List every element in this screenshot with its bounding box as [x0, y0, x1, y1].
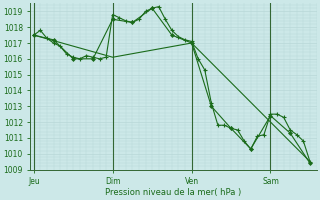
X-axis label: Pression niveau de la mer( hPa ): Pression niveau de la mer( hPa ) — [105, 188, 242, 197]
